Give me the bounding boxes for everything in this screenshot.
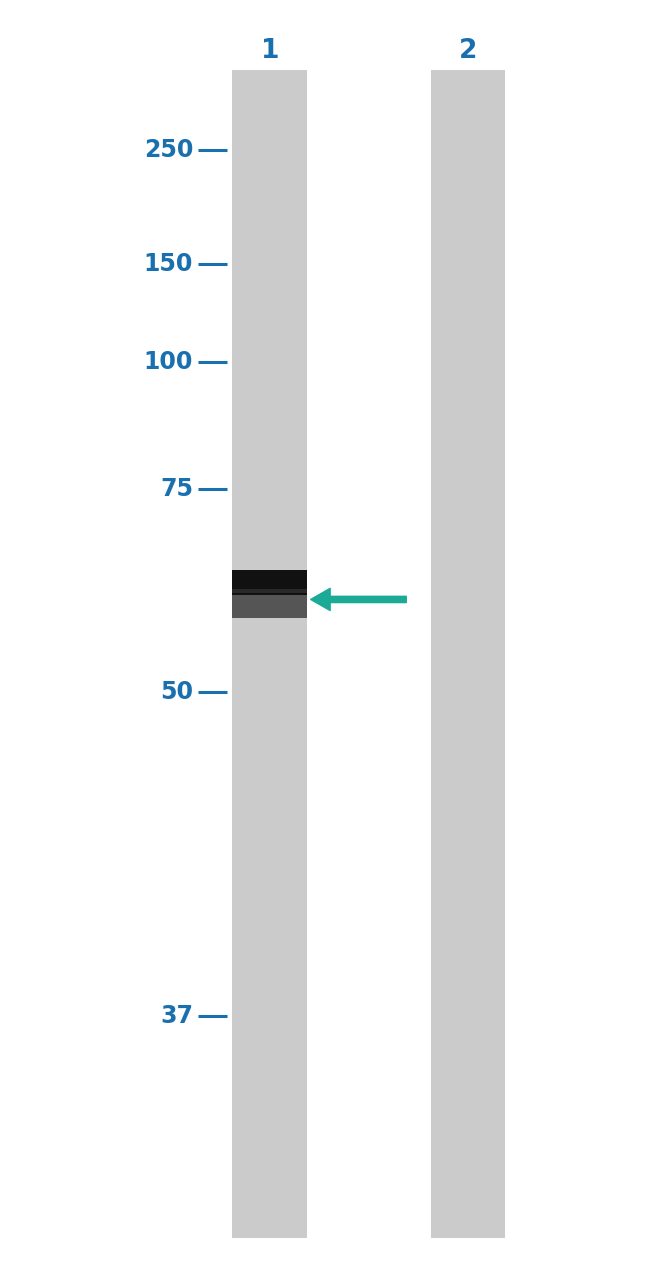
- Text: 2: 2: [459, 38, 477, 64]
- Text: 250: 250: [144, 138, 193, 161]
- Text: 75: 75: [160, 478, 193, 500]
- Bar: [232, 570, 307, 596]
- Text: 100: 100: [144, 351, 193, 373]
- Text: 150: 150: [144, 253, 193, 276]
- Text: 1: 1: [261, 38, 279, 64]
- Bar: [232, 588, 307, 593]
- Text: 50: 50: [160, 681, 193, 704]
- Bar: [430, 70, 506, 1238]
- Bar: [233, 70, 307, 1238]
- Text: 37: 37: [160, 1005, 193, 1027]
- Bar: [232, 596, 307, 618]
